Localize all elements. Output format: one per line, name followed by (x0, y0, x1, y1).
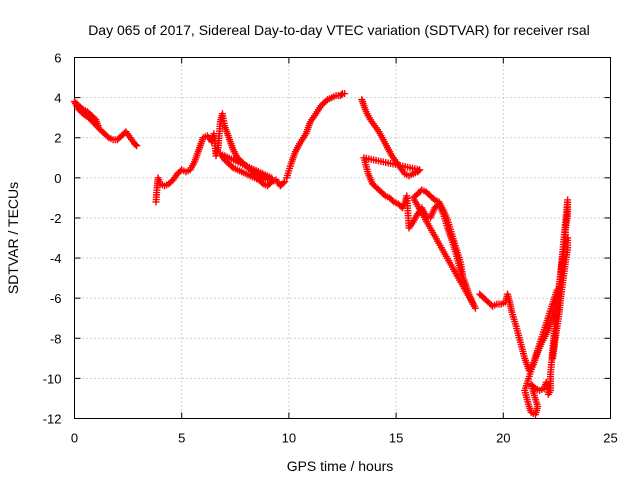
data-point (281, 178, 289, 186)
data-point (133, 142, 141, 150)
x-tick-label: 25 (603, 431, 617, 446)
data-point (322, 97, 330, 105)
y-tick-label: -6 (50, 291, 62, 306)
data-point (337, 91, 345, 99)
y-tick-label: 0 (54, 171, 61, 186)
x-axis-label: GPS time / hours (287, 458, 394, 474)
y-tick-label: 6 (54, 51, 61, 66)
y-tick-label: -4 (50, 251, 62, 266)
y-tick-label: -10 (43, 371, 62, 386)
plot-frame (74, 57, 611, 419)
grid (74, 57, 611, 419)
y-axis-label: SDTVAR / TECUs (5, 182, 21, 294)
data-series (71, 90, 572, 418)
x-tick-label: 15 (389, 431, 403, 446)
data-point (228, 162, 236, 170)
data-point (389, 197, 397, 205)
x-tick-label: 10 (282, 431, 296, 446)
x-tick-label: 0 (71, 431, 78, 446)
data-point (341, 90, 349, 98)
y-tick-label: 2 (54, 131, 61, 146)
data-point (429, 195, 437, 203)
y-tick-label: 4 (54, 91, 61, 106)
x-tick-label: 5 (178, 431, 185, 446)
data-point (103, 132, 111, 140)
data-point (459, 270, 467, 278)
data-point (415, 167, 423, 175)
data-point (266, 179, 274, 187)
y-tick-label: -2 (50, 211, 62, 226)
data-point (564, 234, 572, 242)
y-tick-label: -8 (50, 331, 62, 346)
data-point (132, 141, 140, 149)
data-point (380, 191, 388, 199)
data-point (258, 179, 266, 187)
y-tick-label: -12 (43, 412, 62, 427)
chart-title: Day 065 of 2017, Sidereal Day-to-day VTE… (88, 22, 590, 38)
x-tick-label: 20 (496, 431, 510, 446)
data-point (530, 383, 538, 391)
axis-ticks: 0 5 10 15 20 25 -12 -10 -8 -6 -4 -2 0 2 4 6 (43, 51, 618, 446)
data-point (279, 179, 287, 187)
